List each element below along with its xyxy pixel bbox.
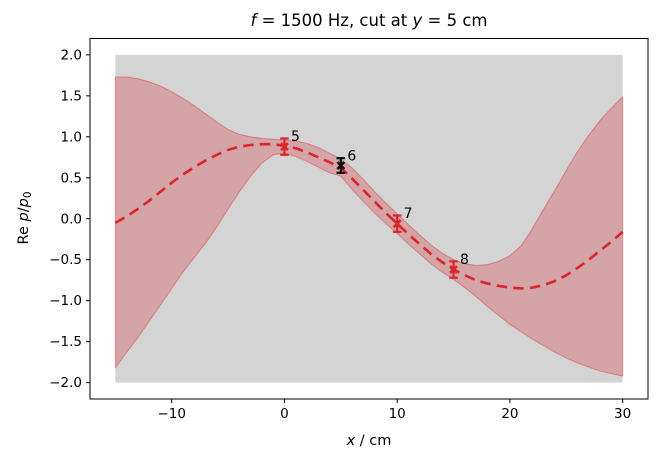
text-part: f [250, 11, 257, 30]
y-tick-label: 0.0 [61, 211, 82, 227]
x-tick-label: 30 [614, 406, 631, 422]
prior-band [115, 54, 623, 383]
y-tick-label: −1.0 [49, 293, 82, 309]
x-axis-label: x / cm [90, 433, 648, 449]
text-part: p [16, 212, 33, 222]
x-marker [449, 265, 458, 274]
x-tick-label: 10 [389, 406, 406, 422]
observation-5: 5 [280, 129, 300, 156]
x-tick-label: 0 [280, 406, 289, 422]
x-tick-label: −10 [157, 406, 186, 422]
observation-label: 5 [291, 129, 300, 145]
x-marker [336, 161, 346, 170]
observation-7: 7 [392, 206, 413, 233]
text-part: = 1500 Hz, cut at [256, 11, 413, 30]
y-tick-label: 1.0 [61, 129, 82, 145]
chart-title: f = 1500 Hz, cut at y = 5 cm [90, 11, 648, 30]
x-marker [392, 219, 402, 229]
y-tick-label: 1.5 [61, 88, 82, 104]
y-tick-label: −1.5 [49, 334, 82, 350]
y-tick-label: 2.0 [61, 47, 82, 63]
observation-6: 6 [336, 149, 356, 174]
text-part: Re [16, 221, 33, 245]
text-part: p [16, 198, 33, 208]
observation-label: 8 [460, 252, 469, 268]
observation-label: 6 [347, 149, 356, 165]
posterior-mean-curve [114, 142, 624, 290]
text-part: 0 [21, 191, 34, 199]
text-part: / [16, 207, 33, 213]
text-part: / cm [355, 433, 392, 449]
observation-8: 8 [449, 252, 469, 279]
y-tick-label: 0.5 [61, 170, 82, 186]
text-part: x [346, 433, 356, 449]
text-part: = 5 cm [422, 11, 488, 30]
y-tick-label: −2.0 [49, 375, 82, 391]
x-tick-label: 20 [501, 406, 518, 422]
x-marker [280, 142, 289, 152]
text-part: y [412, 11, 423, 30]
y-axis-label: Re p/p0 [16, 118, 34, 318]
y-tick-label: −0.5 [49, 252, 82, 268]
observation-label: 7 [404, 206, 413, 222]
uncertainty-band [114, 76, 624, 377]
